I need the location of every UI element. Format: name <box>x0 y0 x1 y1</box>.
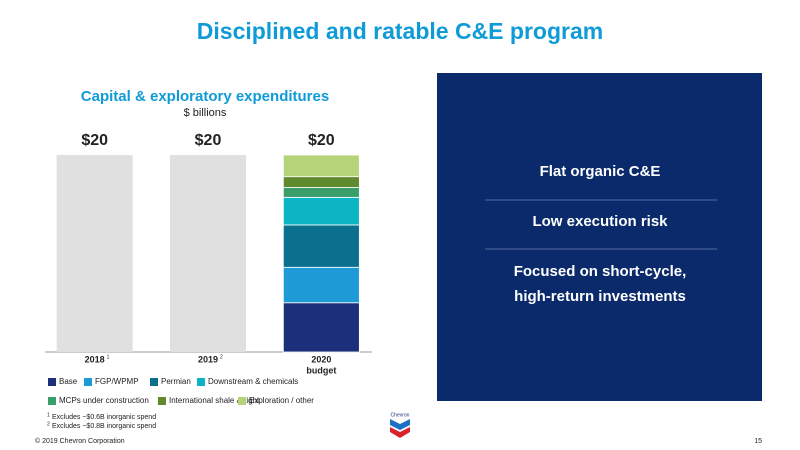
legend-swatch <box>238 397 246 405</box>
legend-swatch <box>197 378 205 386</box>
x-tick-sublabel: budget <box>306 365 336 375</box>
bar-segment <box>282 154 360 178</box>
logo-text: Chevron <box>391 412 410 418</box>
footnote-marker: 1 <box>47 412 50 418</box>
x-tick-superscript: 1 <box>107 354 110 360</box>
legend-label: Base <box>59 377 78 386</box>
footnote: Excludes ~$0.6B inorganic spend <box>52 414 156 421</box>
bar-segment <box>282 224 360 268</box>
panel-item: high-return investments <box>514 288 686 305</box>
logo-chevron <box>390 419 410 430</box>
bar <box>170 155 246 352</box>
x-tick-superscript: 2 <box>220 354 223 360</box>
footnote: Excludes ~$0.8B inorganic spend <box>52 423 156 430</box>
bar <box>56 155 133 352</box>
slide-title: Disciplined and ratable C&E program <box>197 18 603 44</box>
copyright: © 2019 Chevron Corporation <box>35 437 125 445</box>
legend-label: FGP/WPMP <box>95 377 139 386</box>
total-label: $20 <box>195 132 222 149</box>
panel-item: Low execution risk <box>532 213 668 230</box>
bar-segment <box>282 266 360 304</box>
logo: Chevron <box>390 412 410 438</box>
bar-segment <box>282 302 360 353</box>
page-number: 15 <box>754 438 762 445</box>
legend-swatch <box>158 397 166 405</box>
legend-label: MCPs under construction <box>59 396 149 405</box>
footnote-marker: 2 <box>47 421 50 427</box>
legend-swatch <box>48 378 56 386</box>
legend-label: Exploration / other <box>249 396 314 405</box>
x-tick-label: 2020 <box>311 354 331 364</box>
x-tick-label: 2018 <box>85 354 105 364</box>
total-label: $20 <box>81 132 108 149</box>
bar-segment <box>282 176 360 188</box>
legend-swatch <box>48 397 56 405</box>
panel-item: Focused on short-cycle, <box>514 263 687 280</box>
panel <box>437 73 762 401</box>
legend-label: Downstream & chemicals <box>208 377 298 386</box>
chart-title: Capital & exploratory expenditures <box>81 88 329 105</box>
legend-label: International shale & tight <box>169 396 260 405</box>
chart-subtitle: $ billions <box>184 107 227 119</box>
panel-item: Flat organic C&E <box>540 163 661 180</box>
bar-segment <box>282 187 360 198</box>
legend-label: Permian <box>161 377 191 386</box>
logo-chevron <box>390 427 410 438</box>
x-tick-label: 2019 <box>198 354 218 364</box>
legend-swatch <box>150 378 158 386</box>
legend-swatch <box>84 378 92 386</box>
bar-segment <box>282 196 360 226</box>
total-label: $20 <box>308 132 335 149</box>
